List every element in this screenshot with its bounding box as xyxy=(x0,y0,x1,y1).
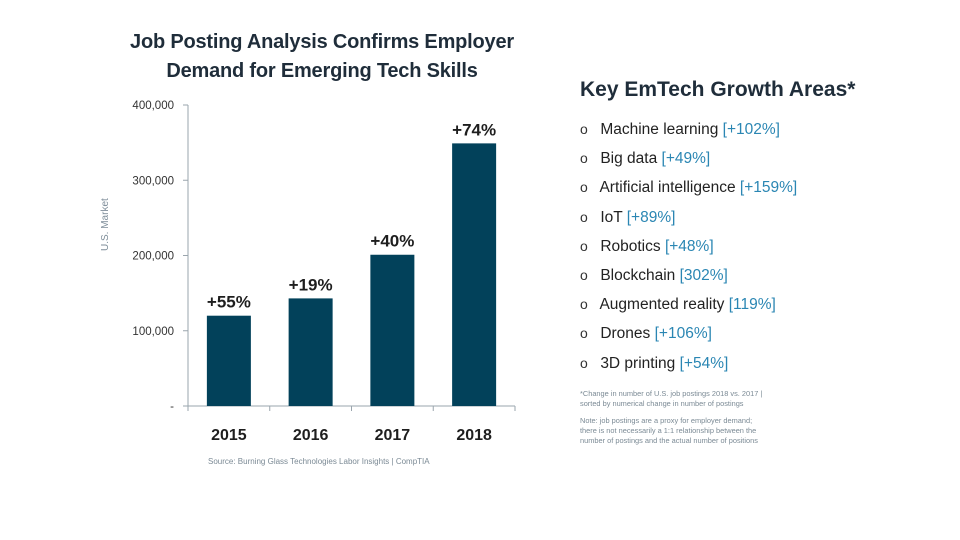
data-label-2016: +19% xyxy=(289,275,333,294)
footnote-line: number of postings and the actual number… xyxy=(580,436,758,445)
growth-item-change: [+49%] xyxy=(661,150,711,168)
growth-item-name: Augmented reality xyxy=(599,296,725,314)
growth-item-change: [+102%] xyxy=(722,121,780,138)
y-tick-label: - xyxy=(170,401,174,413)
growth-areas-list: o Machine learning [+102%] o Big data [+… xyxy=(580,117,797,380)
growth-item-name: 3D printing xyxy=(600,354,676,372)
growth-item-change: [+106%] xyxy=(654,325,712,343)
growth-item-change: [+48%] xyxy=(664,237,714,255)
growth-item-change: [119%] xyxy=(728,296,776,314)
growth-item-change: [+159%] xyxy=(739,179,798,197)
growth-item-machine-learning: o Machine learning [+102%] xyxy=(580,117,797,146)
y-axis-label: U.S. Market xyxy=(100,198,111,251)
footnote-line: *Change in number of U.S. job postings 2… xyxy=(580,389,763,398)
growth-item-name: Blockchain xyxy=(600,266,676,284)
growth-item-name: Artificial intelligence xyxy=(599,179,736,197)
data-label-2015: +55% xyxy=(207,293,251,312)
bar-2017 xyxy=(370,254,415,406)
growth-areas-title: Key EmTech Growth Areas* xyxy=(580,78,856,101)
y-tick-label: 300,000 xyxy=(132,175,174,187)
footnote-line: sorted by numerical change in number of … xyxy=(580,399,744,408)
growth-item-artificial-intelligence: o Artificial intelligence [+159%] xyxy=(580,175,797,204)
growth-item-change: [302%] xyxy=(679,266,728,284)
footnote-line: there is not necessarily a 1:1 relations… xyxy=(580,426,757,435)
bullet-icon: o xyxy=(580,325,588,342)
growth-item-robotics: o Robotics [+48%] xyxy=(580,234,797,263)
growth-item-drones: o Drones [+106%] xyxy=(580,321,797,350)
data-label-2017: +40% xyxy=(370,232,414,251)
y-tick-label: 100,000 xyxy=(132,326,174,338)
bullet-icon: o xyxy=(580,121,588,137)
y-tick-label: 400,000 xyxy=(132,100,174,112)
growth-item-name: IoT xyxy=(600,208,623,226)
y-tick-label: 200,000 xyxy=(132,251,174,263)
chart-title: Job Posting Analysis Confirms Employer D… xyxy=(130,31,514,82)
growth-item-name: Big data xyxy=(600,150,658,168)
x-tick-label-2016: 2016 xyxy=(293,427,329,444)
growth-item-augmented-reality: o Augmented reality [119%] xyxy=(580,292,797,321)
growth-item-big-data: o Big data [+49%] xyxy=(580,146,797,175)
bullet-icon: o xyxy=(580,179,588,196)
bullet-icon: o xyxy=(580,266,588,283)
bar-chart: - 100,000 200,000 300,000 400,000 +55% 2015 +19… xyxy=(132,100,516,444)
source-note: Source: Burning Glass Technologies Labor… xyxy=(208,457,430,466)
bullet-icon: o xyxy=(580,237,588,254)
change-footnote: *Change in number of U.S. job postings 2… xyxy=(580,389,800,409)
bar-2018 xyxy=(452,143,497,406)
bar-2016 xyxy=(288,298,333,406)
data-label-2018: +74% xyxy=(452,120,496,139)
bullet-icon: o xyxy=(580,354,588,371)
growth-item-change: [+54%] xyxy=(679,354,729,372)
x-tick-label-2017: 2017 xyxy=(375,427,411,444)
x-tick-label-2018: 2018 xyxy=(456,427,492,444)
bullet-icon: o xyxy=(580,296,588,313)
bar-2015 xyxy=(206,315,251,406)
x-tick-label-2015: 2015 xyxy=(211,427,247,444)
proxy-footnote: Note: job postings are a proxy for emplo… xyxy=(580,416,800,446)
footnote-line: Note: job postings are a proxy for emplo… xyxy=(580,416,753,425)
growth-item-name: Machine learning xyxy=(600,121,719,138)
bullet-icon: o xyxy=(580,208,588,225)
bullet-icon: o xyxy=(580,150,588,167)
growth-item-blockchain: o Blockchain [302%] xyxy=(580,263,797,292)
growth-item-name: Drones xyxy=(600,325,651,343)
growth-item-3d-printing: o 3D printing [+54%] xyxy=(580,351,797,380)
growth-item-change: [+89%] xyxy=(626,208,676,226)
growth-item-iot: o IoT [+89%] xyxy=(580,205,797,234)
growth-item-name: Robotics xyxy=(600,237,661,255)
